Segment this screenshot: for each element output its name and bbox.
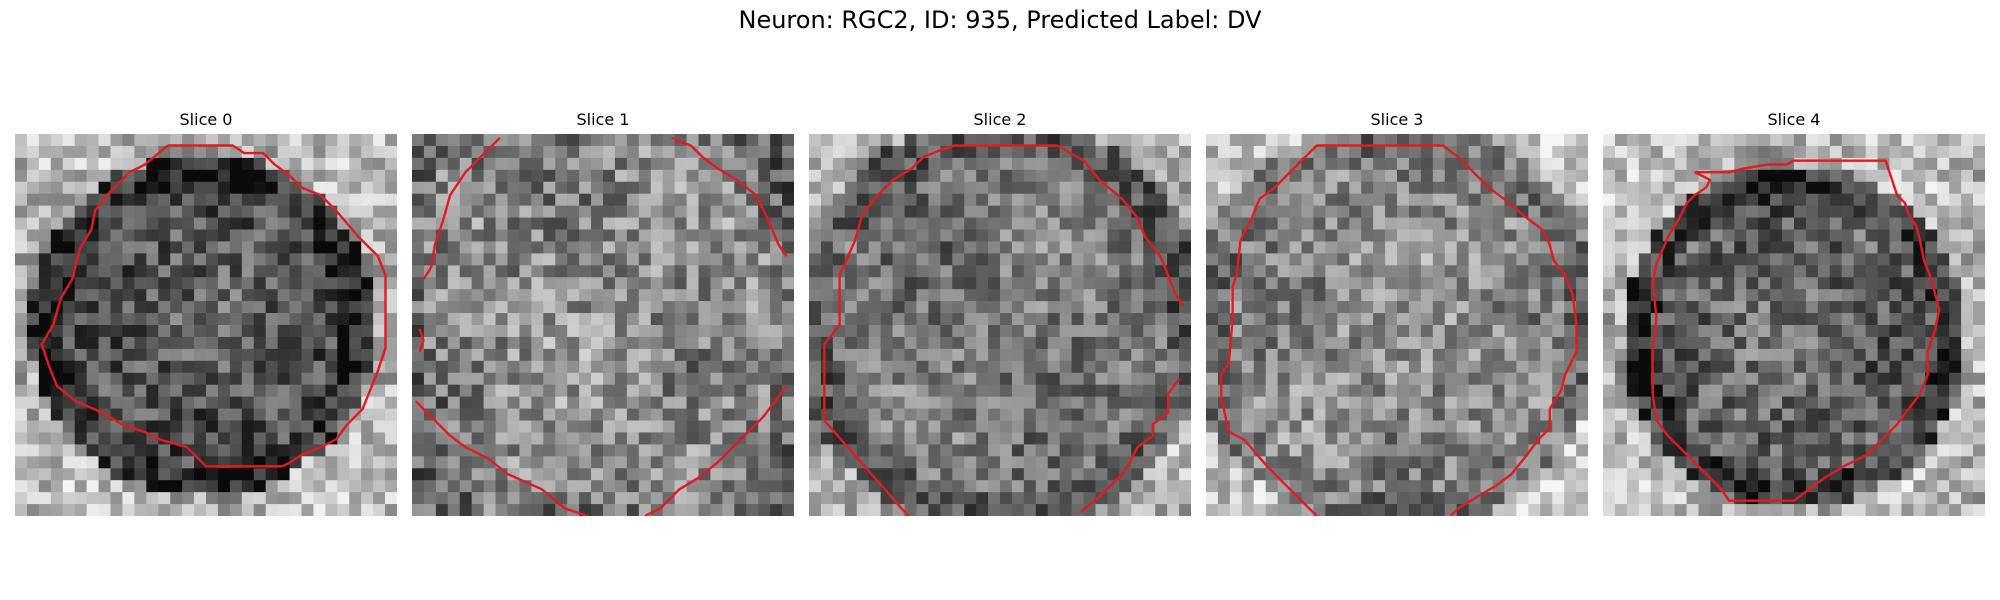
slice-image-svg-1: [412, 134, 794, 516]
slice-image-3: [1206, 134, 1588, 516]
contour-line-0: [823, 144, 1185, 516]
pixel-grid: [412, 134, 794, 516]
slice-panel-1: Slice 1: [412, 108, 794, 516]
slice-panel-2: Slice 2: [809, 108, 1191, 516]
contour-line-3: [414, 400, 589, 516]
slice-title-1: Slice 1: [576, 110, 630, 129]
slice-image-svg-0: [15, 134, 397, 516]
slice-image-4: [1603, 134, 1985, 516]
slice-image-svg-2: [809, 134, 1191, 516]
contour-line-0: [40, 144, 387, 468]
contour-line-4: [644, 385, 788, 516]
slice-image-0: [15, 134, 397, 516]
pixel-grid: [1603, 134, 1985, 516]
slice-title-0: Slice 0: [179, 110, 233, 129]
contour-line-1: [671, 136, 788, 257]
contour-line-2: [418, 328, 425, 353]
slice-title-3: Slice 3: [1370, 110, 1424, 129]
pixel-grid: [809, 134, 1191, 516]
pixel-grid: [15, 134, 397, 516]
slice-panel-4: Slice 4: [1603, 108, 1985, 516]
pixel-grid: [1206, 134, 1588, 516]
contour-line-1: [1079, 377, 1181, 514]
contour-line-0: [1220, 144, 1578, 516]
slice-title-2: Slice 2: [973, 110, 1027, 129]
slice-panel-3: Slice 3: [1206, 108, 1588, 516]
slice-image-svg-4: [1603, 134, 1985, 516]
figure-title: Neuron: RGC2, ID: 935, Predicted Label: …: [738, 6, 1262, 34]
slice-image-1: [412, 134, 794, 516]
contour-line-0: [1651, 159, 1941, 502]
contour-line-0: [422, 136, 501, 280]
slice-panel-0: Slice 0: [15, 108, 397, 516]
slice-image-svg-3: [1206, 134, 1588, 516]
slice-image-2: [809, 134, 1191, 516]
slice-title-4: Slice 4: [1767, 110, 1821, 129]
